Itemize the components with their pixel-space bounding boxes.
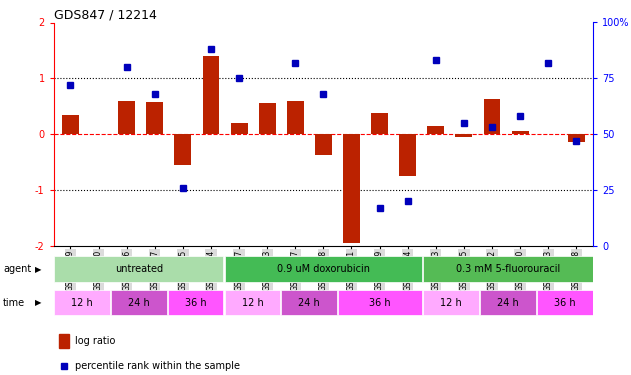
Text: 0.3 mM 5-fluorouracil: 0.3 mM 5-fluorouracil [456, 264, 560, 274]
Text: 24 h: 24 h [128, 298, 150, 308]
Bar [371, 113, 388, 134]
Bar [225, 290, 280, 315]
Bar [338, 290, 422, 315]
Bar [399, 134, 416, 176]
Bar [146, 102, 163, 134]
Text: percentile rank within the sample: percentile rank within the sample [75, 361, 240, 371]
Text: agent: agent [3, 264, 32, 274]
Text: untreated: untreated [115, 264, 163, 274]
Bar [427, 126, 444, 134]
Bar [287, 100, 304, 134]
Bar [512, 131, 529, 134]
Bar [537, 290, 593, 315]
Text: log ratio: log ratio [75, 336, 115, 346]
Text: 36 h: 36 h [369, 298, 391, 308]
Text: 0.9 uM doxorubicin: 0.9 uM doxorubicin [277, 264, 370, 274]
Bar [225, 256, 422, 282]
Bar [281, 290, 337, 315]
Bar [480, 290, 536, 315]
Bar [423, 290, 479, 315]
Bar [118, 100, 135, 134]
Bar [456, 134, 473, 137]
Text: 24 h: 24 h [497, 298, 519, 308]
Bar [343, 134, 360, 243]
Text: 24 h: 24 h [298, 298, 320, 308]
Text: 12 h: 12 h [440, 298, 462, 308]
Bar [111, 290, 167, 315]
Text: GDS847 / 12214: GDS847 / 12214 [54, 8, 156, 21]
Bar [54, 290, 110, 315]
Bar [423, 256, 593, 282]
Bar [59, 334, 69, 348]
Text: ▶: ▶ [35, 298, 41, 307]
Text: ▶: ▶ [35, 265, 41, 274]
Bar [231, 123, 247, 134]
Bar [483, 99, 500, 134]
Bar [168, 290, 223, 315]
Bar [203, 56, 220, 134]
Bar [315, 134, 332, 155]
Text: 12 h: 12 h [71, 298, 93, 308]
Bar [568, 134, 585, 142]
Text: time: time [3, 298, 25, 308]
Bar [174, 134, 191, 165]
Bar [259, 104, 276, 134]
Bar [62, 114, 79, 134]
Text: 36 h: 36 h [185, 298, 206, 308]
Text: 12 h: 12 h [242, 298, 263, 308]
Text: 36 h: 36 h [554, 298, 575, 308]
Bar [54, 256, 223, 282]
